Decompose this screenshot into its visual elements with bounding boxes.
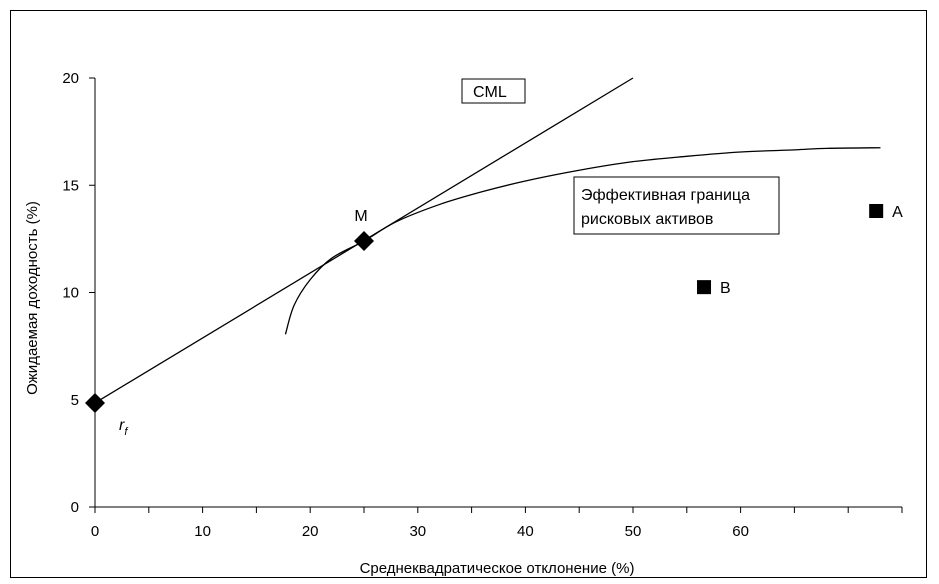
point-b-marker — [697, 280, 712, 295]
point-a-marker — [869, 203, 884, 218]
x-tick-label: 10 — [194, 523, 211, 540]
x-tick-label: 60 — [732, 523, 749, 540]
chart-frame — [10, 10, 927, 578]
x-tick-label: 0 — [91, 523, 99, 540]
x-tick-label: 40 — [517, 523, 534, 540]
x-tick-label: 20 — [302, 523, 319, 540]
point-rf-marker — [85, 392, 105, 413]
series-layer — [94, 77, 881, 404]
point-m-marker — [354, 231, 374, 252]
y-tick-label: 20 — [62, 70, 79, 87]
point-a-label: A — [892, 204, 903, 221]
x-tick-label: 50 — [625, 523, 642, 540]
frontier-label-box: Эффективная граница рисковых активов — [573, 176, 780, 235]
frontier-label-line1: Эффективная граница — [581, 187, 750, 204]
y-tick-label: 5 — [71, 392, 79, 409]
y-tick-label: 0 — [71, 499, 79, 516]
cml-label: CML — [473, 84, 507, 101]
x-tick-label: 30 — [409, 523, 426, 540]
point-b-label: B — [720, 280, 731, 297]
y-axis-title: Ожидаемая доходность (%) — [24, 201, 41, 395]
y-tick-label: 15 — [62, 177, 79, 194]
points-layer: rf M A B — [85, 203, 903, 438]
point-rf-label: rf — [119, 417, 128, 438]
axes: 0 5 10 15 20 0 10 20 30 40 50 60 — [62, 70, 903, 540]
x-axis-title: Среднеквадратическое отклонение (%) — [360, 560, 635, 577]
frontier-label-line2: рисковых активов — [581, 211, 713, 228]
point-m-label: M — [354, 208, 367, 225]
cml-label-box: CML — [461, 78, 526, 104]
efficient-frontier-curve — [284, 147, 881, 335]
y-tick-label: 10 — [62, 285, 79, 302]
